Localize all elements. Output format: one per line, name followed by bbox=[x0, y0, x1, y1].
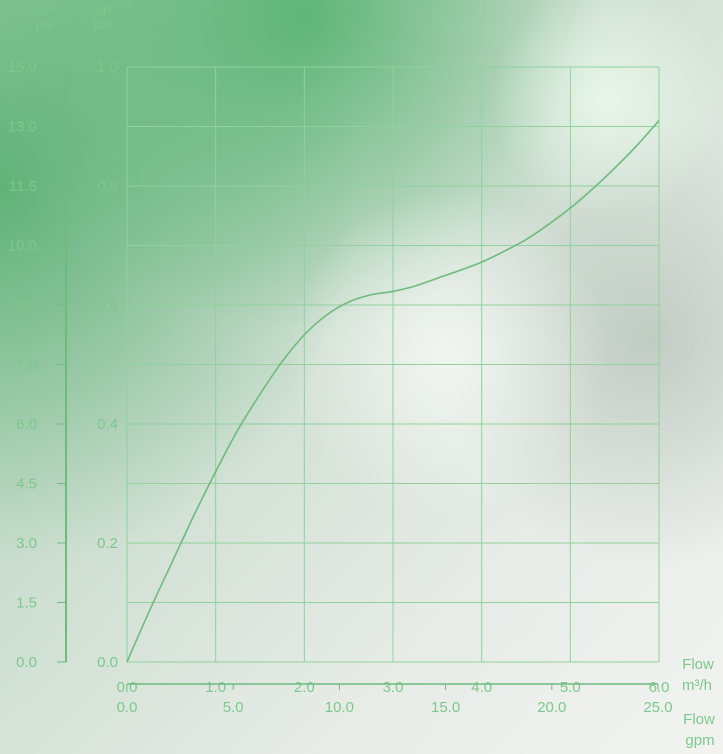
psi-axis-unit: psi bbox=[36, 17, 53, 32]
flow-m3h-tick-label: 4.0 bbox=[471, 679, 492, 696]
flow-gpm-axis-label: Flow bbox=[683, 711, 715, 728]
psi-tick-label: 13.0 bbox=[8, 119, 37, 136]
pressure-drop-curve bbox=[126, 120, 660, 663]
bar-axis-label: ΔP bbox=[94, 3, 111, 18]
psi-tick-label: 4.5 bbox=[16, 476, 37, 493]
psi-tick-labels: 15.0 13.0 11.5 10.0 8.5 7.0 6.0 4.5 3.0 1.5 0.0 bbox=[8, 59, 66, 671]
psi-axis-label: ΔP bbox=[35, 3, 52, 18]
bar-tick-labels: 1.0 0.8 0.6 0.4 0.2 0.0 bbox=[97, 59, 118, 671]
flow-m3h-tick-label: 2.0 bbox=[294, 679, 315, 696]
flow-m3h-tick-label: 1.0 bbox=[205, 679, 226, 696]
flow-gpm-tick-label: 5.0 bbox=[223, 699, 244, 716]
bar-tick-label: 0.0 bbox=[97, 654, 118, 671]
psi-tick-label: 15.0 bbox=[8, 59, 37, 76]
psi-tick-label: 8.5 bbox=[16, 297, 37, 314]
bar-axis-unit: bar bbox=[94, 17, 113, 32]
flow-gpm-tick-label: 25.0 bbox=[643, 699, 672, 716]
psi-tick-label: 3.0 bbox=[16, 535, 37, 552]
flow-gpm-tick-labels: 0.0 5.0 10.0 15.0 20.0 25.0 bbox=[117, 684, 673, 716]
bar-tick-label: 0.4 bbox=[97, 416, 118, 433]
flow-gpm-axis-unit: gpm bbox=[685, 732, 714, 749]
flow-m3h-axis-unit: m³/h bbox=[682, 677, 712, 694]
flow-m3h-axis-label: Flow bbox=[682, 656, 714, 673]
flow-m3h-tick-labels: 0.0 1.0 2.0 3.0 4.0 5.0 6.0 bbox=[117, 679, 670, 696]
flow-gpm-tick-label: 0.0 bbox=[117, 699, 138, 716]
chart-grid bbox=[126, 66, 660, 663]
psi-tick-label: 11.5 bbox=[9, 178, 37, 195]
psi-tick-label: 10.0 bbox=[8, 238, 37, 255]
flow-m3h-tick-label: 3.0 bbox=[383, 679, 404, 696]
bar-tick-label: 1.0 bbox=[97, 59, 118, 76]
psi-tick-label: 0.0 bbox=[16, 654, 37, 671]
psi-tick-label: 1.5 bbox=[16, 595, 37, 612]
flow-m3h-tick-label: 5.0 bbox=[560, 679, 581, 696]
flow-gpm-tick-label: 15.0 bbox=[431, 699, 460, 716]
flow-m3h-tick-label: 6.0 bbox=[649, 679, 670, 696]
flow-gpm-tick-label: 20.0 bbox=[537, 699, 566, 716]
bar-tick-label: 0.8 bbox=[97, 178, 118, 195]
psi-tick-label: 6.0 bbox=[16, 416, 37, 433]
psi-tick-label: 7.0 bbox=[16, 357, 37, 374]
bar-tick-label: 0.6 bbox=[97, 297, 118, 314]
flow-gpm-tick-label: 10.0 bbox=[325, 699, 354, 716]
bar-tick-label: 0.2 bbox=[97, 535, 118, 552]
